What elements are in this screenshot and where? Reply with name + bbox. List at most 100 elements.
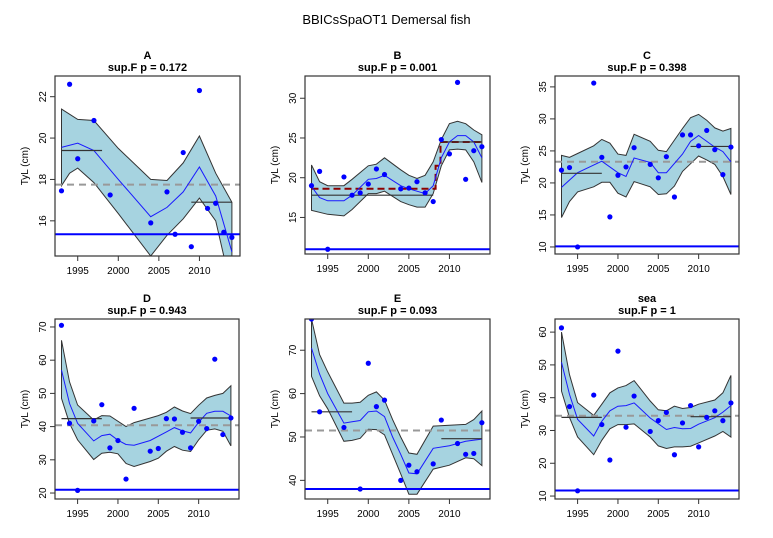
x-tick-label: 2010 bbox=[188, 266, 211, 277]
data-point bbox=[188, 244, 194, 250]
data-point bbox=[308, 183, 315, 189]
confidence-band bbox=[561, 113, 732, 218]
data-point bbox=[91, 117, 97, 124]
y-tick-label: 40 bbox=[38, 421, 49, 433]
data-point bbox=[623, 424, 629, 430]
data-point bbox=[58, 322, 65, 328]
y-tick-label: 30 bbox=[288, 92, 299, 104]
data-point bbox=[66, 420, 73, 426]
plot-frame bbox=[304, 75, 491, 255]
data-point bbox=[349, 192, 355, 198]
panel-title: sea bbox=[638, 293, 657, 305]
data-point bbox=[430, 198, 436, 205]
panel-subtitle: sup.F p = 0.398 bbox=[607, 62, 686, 74]
y-tick-label: 60 bbox=[288, 388, 299, 400]
y-tick-label: 25 bbox=[538, 145, 549, 157]
data-point bbox=[687, 132, 694, 138]
data-point bbox=[365, 360, 371, 366]
data-point bbox=[712, 408, 718, 414]
data-point bbox=[623, 164, 629, 170]
data-point bbox=[147, 448, 153, 454]
data-point bbox=[438, 417, 444, 423]
data-point bbox=[422, 190, 428, 196]
data-point bbox=[454, 440, 461, 447]
smooth-line bbox=[561, 362, 732, 437]
data-point bbox=[607, 214, 613, 220]
x-tick-label: 2005 bbox=[647, 509, 670, 520]
data-point bbox=[647, 161, 653, 167]
y-tick-label: 35 bbox=[538, 81, 549, 93]
y-axis-label: TyL (cm) bbox=[270, 390, 281, 429]
data-point bbox=[679, 420, 686, 426]
data-point bbox=[179, 429, 186, 435]
data-point bbox=[107, 445, 113, 451]
data-point bbox=[599, 421, 605, 428]
x-tick-label: 2005 bbox=[147, 509, 170, 520]
data-point bbox=[663, 154, 669, 160]
confidence-band bbox=[61, 108, 233, 256]
data-point bbox=[631, 145, 637, 151]
data-point bbox=[74, 487, 81, 493]
y-tick-label: 40 bbox=[288, 474, 299, 486]
x-tick-label: 2000 bbox=[607, 509, 630, 520]
x-tick-label: 2010 bbox=[688, 264, 711, 275]
data-point bbox=[712, 147, 718, 153]
x-tick-label: 1995 bbox=[566, 264, 589, 275]
panel-title: E bbox=[394, 293, 401, 305]
y-tick-label: 70 bbox=[38, 321, 49, 333]
data-point bbox=[607, 457, 613, 463]
data-point bbox=[308, 319, 315, 322]
data-point bbox=[398, 477, 404, 483]
data-point bbox=[728, 400, 734, 406]
data-point bbox=[655, 175, 661, 181]
panel-subtitle: sup.F p = 0.943 bbox=[107, 305, 186, 317]
x-tick-label: 2010 bbox=[438, 509, 461, 520]
data-point bbox=[558, 167, 565, 173]
data-point bbox=[463, 451, 469, 457]
data-point bbox=[357, 486, 363, 492]
smooth-line bbox=[61, 369, 232, 446]
data-point bbox=[357, 190, 363, 196]
y-axis-label: TyL (cm) bbox=[520, 146, 531, 185]
y-tick-label: 20 bbox=[538, 457, 549, 469]
data-point bbox=[381, 397, 388, 403]
data-point bbox=[58, 188, 65, 194]
data-point bbox=[164, 189, 170, 195]
y-tick-label: 50 bbox=[288, 431, 299, 443]
confidence-band bbox=[61, 340, 232, 468]
data-point bbox=[479, 144, 485, 150]
data-point bbox=[163, 416, 169, 422]
figure-title: BBICsSpaOT1 Demersal fish bbox=[302, 12, 471, 27]
x-tick-label: 2005 bbox=[398, 509, 421, 520]
x-tick-label: 2000 bbox=[107, 509, 130, 520]
confidence-band bbox=[561, 332, 732, 456]
data-point bbox=[728, 144, 734, 150]
plot-frame bbox=[54, 318, 240, 500]
y-tick-label: 50 bbox=[38, 387, 49, 399]
y-axis-label: TyL (cm) bbox=[20, 147, 31, 186]
data-point bbox=[381, 171, 388, 178]
data-point bbox=[220, 431, 226, 438]
x-tick-label: 2010 bbox=[438, 264, 461, 275]
panel-subtitle: sup.F p = 0.093 bbox=[358, 305, 437, 317]
y-tick-label: 20 bbox=[288, 172, 299, 184]
plot-frame bbox=[54, 75, 241, 257]
data-point bbox=[599, 154, 605, 160]
confidence-band bbox=[311, 120, 483, 217]
data-point bbox=[574, 244, 581, 250]
plot-area bbox=[55, 322, 239, 493]
x-tick-label: 1995 bbox=[317, 509, 340, 520]
data-point bbox=[446, 151, 453, 157]
data-point bbox=[341, 174, 347, 180]
panel-subtitle: sup.F p = 0.001 bbox=[358, 62, 437, 74]
data-point bbox=[196, 418, 202, 424]
data-point bbox=[67, 81, 73, 87]
y-tick-label: 15 bbox=[538, 209, 549, 221]
data-point bbox=[172, 231, 178, 237]
x-tick-label: 2005 bbox=[398, 264, 421, 275]
x-tick-label: 2000 bbox=[607, 264, 630, 275]
data-point bbox=[341, 424, 347, 431]
